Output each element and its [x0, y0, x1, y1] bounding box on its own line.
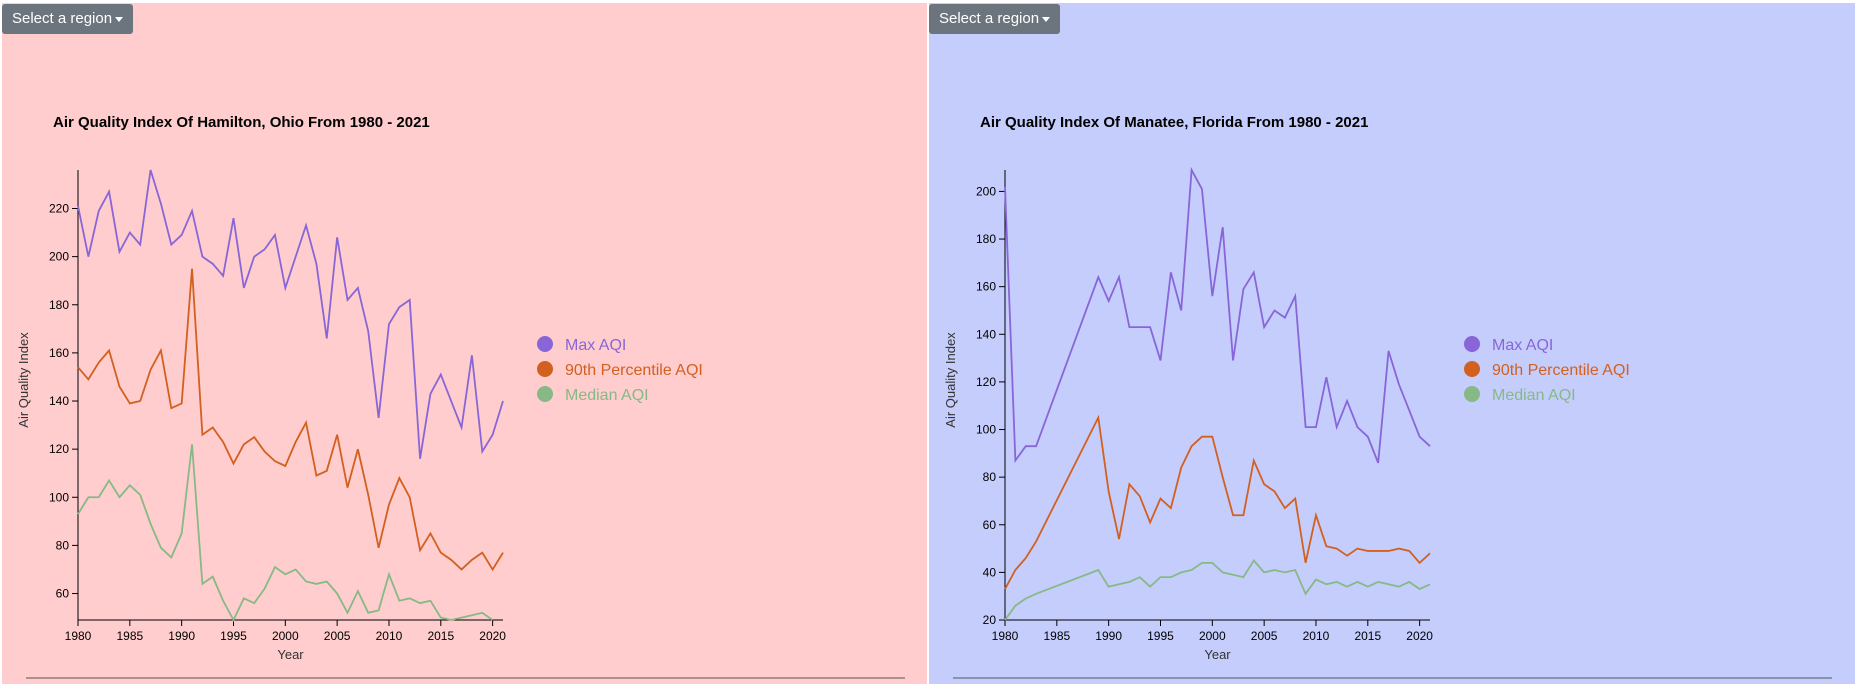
legend-marker: [537, 361, 553, 377]
region-dropdown[interactable]: Select a region: [2, 4, 133, 34]
x-axis-label: Year: [277, 647, 304, 662]
region-dropdown[interactable]: Select a region: [929, 4, 1060, 34]
x-tick-label: 1995: [220, 629, 247, 643]
y-axis-label: Air Quality Index: [943, 332, 958, 428]
panel: Air Quality Index Of Manatee, Florida Fr…: [929, 3, 1855, 684]
x-tick-label: 2015: [427, 629, 454, 643]
y-tick-label: 120: [49, 442, 69, 456]
chart: Air Quality Index Of Manatee, Florida Fr…: [943, 114, 1832, 679]
legend-label: Max AQI: [1492, 337, 1553, 354]
y-tick-label: 200: [49, 250, 69, 264]
legend-marker: [537, 386, 553, 402]
series-line: [77, 169, 504, 459]
panel: Air Quality Index Of Hamilton, Ohio From…: [2, 3, 927, 684]
y-tick-label: 140: [49, 394, 69, 408]
x-tick-label: 1985: [1043, 629, 1070, 643]
legend-marker: [537, 336, 553, 352]
series-line: [1004, 166, 1431, 464]
y-tick-label: 160: [49, 346, 69, 360]
x-tick-label: 1980: [992, 629, 1019, 643]
series-line: [77, 444, 494, 622]
y-tick-label: 100: [976, 423, 996, 437]
legend-label: 90th Percentile AQI: [565, 362, 703, 379]
x-tick-label: 2005: [1251, 629, 1278, 643]
legend-label: Median AQI: [1492, 387, 1576, 404]
y-tick-label: 160: [976, 280, 996, 294]
chart-title: Air Quality Index Of Manatee, Florida Fr…: [980, 114, 1368, 131]
y-tick-label: 100: [49, 490, 69, 504]
x-tick-label: 2020: [1406, 629, 1433, 643]
x-tick-label: 1990: [1095, 629, 1122, 643]
x-tick-label: 1990: [168, 629, 195, 643]
chart-title: Air Quality Index Of Hamilton, Ohio From…: [53, 114, 430, 131]
x-tick-label: 2020: [479, 629, 506, 643]
x-tick-label: 1985: [116, 629, 143, 643]
y-axis-label: Air Quality Index: [16, 332, 31, 428]
series-line: [1004, 414, 1431, 590]
chart: Air Quality Index Of Hamilton, Ohio From…: [16, 114, 905, 679]
y-tick-label: 180: [976, 232, 996, 246]
legend-label: Median AQI: [565, 387, 649, 404]
x-tick-label: 2000: [272, 629, 299, 643]
legend-label: 90th Percentile AQI: [1492, 362, 1630, 379]
y-tick-label: 60: [56, 587, 70, 601]
y-tick-label: 20: [983, 613, 997, 627]
y-tick-label: 120: [976, 375, 996, 389]
y-tick-label: 40: [983, 565, 997, 579]
legend-label: Max AQI: [565, 337, 626, 354]
x-tick-label: 2005: [324, 629, 351, 643]
x-tick-label: 1980: [65, 629, 92, 643]
x-tick-label: 1995: [1147, 629, 1174, 643]
x-axis-label: Year: [1204, 647, 1231, 662]
x-tick-label: 2015: [1354, 629, 1381, 643]
legend-marker: [1464, 386, 1480, 402]
y-tick-label: 140: [976, 327, 996, 341]
series-line: [1004, 558, 1431, 621]
series-line: [77, 268, 504, 572]
y-tick-label: 80: [983, 470, 997, 484]
x-tick-label: 2010: [1303, 629, 1330, 643]
legend-marker: [1464, 336, 1480, 352]
y-tick-label: 200: [976, 184, 996, 198]
x-tick-label: 2010: [376, 629, 403, 643]
y-tick-label: 60: [983, 518, 997, 532]
legend-marker: [1464, 361, 1480, 377]
y-tick-label: 80: [56, 538, 70, 552]
y-tick-label: 180: [49, 298, 69, 312]
x-tick-label: 2000: [1199, 629, 1226, 643]
y-tick-label: 220: [49, 202, 69, 216]
